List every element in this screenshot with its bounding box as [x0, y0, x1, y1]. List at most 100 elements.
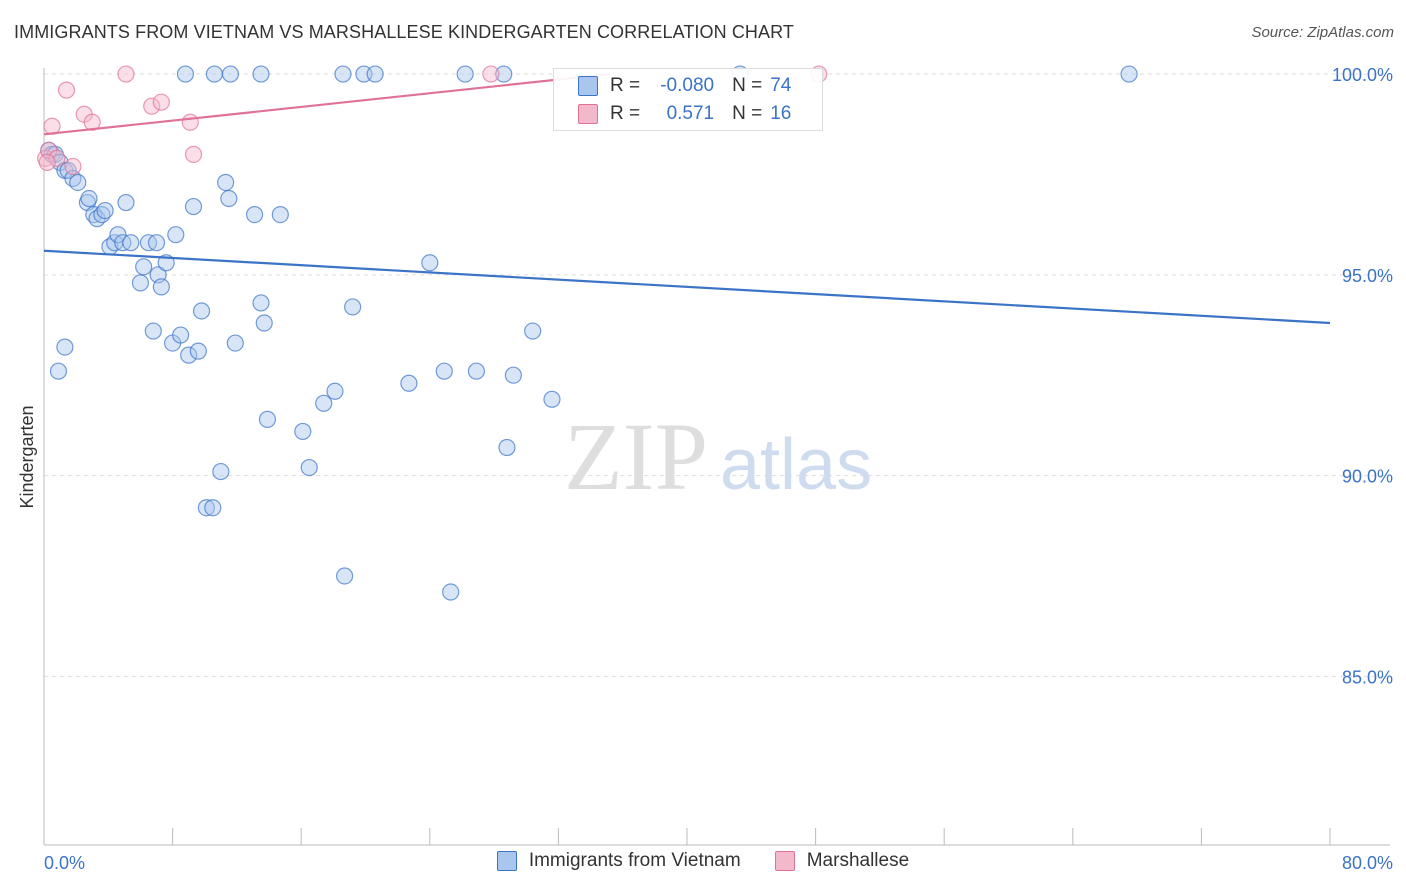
- point-vietnam: [524, 322, 542, 340]
- point-vietnam: [258, 410, 277, 428]
- stats-row-marshallese: R = 0.571 N = 16: [578, 99, 791, 129]
- point-vietnam: [176, 65, 195, 83]
- point-vietnam: [326, 382, 344, 400]
- point-vietnam: [152, 278, 170, 296]
- y-axis-label: Kindergarten: [17, 405, 37, 508]
- point-vietnam: [300, 458, 318, 477]
- legend-swatch-vietnam: [496, 851, 517, 871]
- point-vietnam: [117, 193, 135, 212]
- point-marshallese: [38, 153, 56, 171]
- point-vietnam: [96, 201, 114, 220]
- legend-item-marshallese[interactable]: Marshallese: [774, 850, 910, 872]
- source-label: Source: ZipAtlas.com: [1251, 24, 1394, 41]
- watermark-zip: ZIP: [564, 403, 708, 510]
- point-marshallese: [143, 97, 161, 115]
- swatch-vietnam: [578, 76, 598, 96]
- r-value: -0.080: [660, 75, 715, 96]
- y-tick-label: 85.0%: [1342, 667, 1393, 687]
- point-marshallese: [48, 149, 66, 167]
- point-vietnam: [69, 173, 87, 192]
- point-vietnam: [495, 65, 513, 83]
- point-vietnam: [147, 234, 166, 252]
- n-label: N =: [732, 103, 763, 124]
- point-vietnam: [109, 226, 127, 244]
- y-tick-label: 95.0%: [1342, 266, 1393, 286]
- point-marshallese: [181, 113, 199, 131]
- point-vietnam: [144, 322, 162, 340]
- stats-legend: R = -0.080 N = 74 R = 0.571 N = 16: [553, 68, 823, 131]
- point-vietnam: [498, 438, 516, 457]
- r-label: R =: [610, 75, 641, 96]
- point-vietnam: [56, 338, 74, 356]
- point-vietnam: [294, 422, 312, 441]
- point-vietnam: [80, 189, 98, 208]
- point-vietnam: [135, 258, 153, 276]
- trend-line-marshallese: [43, 72, 610, 136]
- point-vietnam: [184, 197, 203, 216]
- point-vietnam: [435, 362, 453, 380]
- point-marshallese: [64, 157, 82, 176]
- point-vietnam: [204, 499, 222, 517]
- point-vietnam: [226, 334, 244, 352]
- point-vietnam: [131, 274, 150, 292]
- point-marshallese: [482, 65, 500, 83]
- point-marshallese: [117, 65, 135, 83]
- point-vietnam: [543, 390, 561, 408]
- trend-line-vietnam: [43, 249, 1331, 325]
- point-vietnam: [366, 65, 384, 83]
- point-vietnam: [192, 302, 211, 320]
- x-tick-label-min: 0.0%: [44, 853, 85, 873]
- r-label: R =: [610, 103, 641, 124]
- legend-item-vietnam[interactable]: Immigrants from Vietnam: [496, 850, 741, 872]
- point-marshallese: [57, 81, 76, 99]
- point-vietnam: [1120, 65, 1138, 83]
- point-vietnam: [255, 314, 273, 332]
- point-vietnam: [167, 226, 185, 244]
- point-marshallese: [152, 93, 170, 111]
- point-vietnam: [271, 205, 289, 224]
- x-tick-label-max: 80.0%: [1342, 853, 1393, 873]
- point-vietnam: [197, 499, 215, 517]
- point-vietnam: [221, 65, 240, 83]
- y-tick-label: 90.0%: [1342, 467, 1393, 487]
- point-vietnam: [122, 234, 140, 252]
- point-vietnam: [172, 326, 190, 344]
- legend-swatch-marshallese: [774, 851, 795, 871]
- point-vietnam: [336, 567, 354, 585]
- point-vietnam: [334, 65, 352, 83]
- watermark-atlas: atlas: [720, 425, 872, 505]
- point-vietnam: [252, 294, 270, 312]
- n-value: 74: [770, 75, 792, 96]
- point-vietnam: [49, 362, 68, 380]
- point-vietnam: [252, 65, 270, 83]
- r-value: 0.571: [666, 103, 715, 124]
- point-vietnam: [467, 362, 486, 380]
- stats-row-vietnam: R = -0.080 N = 74: [578, 71, 791, 101]
- point-vietnam: [421, 254, 439, 272]
- point-vietnam: [315, 394, 333, 412]
- point-vietnam: [180, 346, 198, 364]
- chart-title: IMMIGRANTS FROM VIETNAM VS MARSHALLESE K…: [14, 22, 795, 42]
- point-vietnam: [220, 189, 238, 208]
- point-vietnam: [400, 374, 418, 392]
- n-label: N =: [732, 75, 763, 96]
- axis-labels: 85.0% 90.0% 95.0% 100.0% 0.0% 80.0% Kindergart…: [17, 65, 1393, 873]
- legend-label-vietnam: Immigrants from Vietnam: [528, 850, 741, 871]
- point-vietnam: [189, 342, 207, 360]
- point-vietnam: [212, 462, 230, 481]
- watermark: ZIP atlas: [564, 403, 872, 510]
- data-points: [37, 65, 1138, 601]
- series-legend: Immigrants from Vietnam Marshallese: [0, 850, 1406, 872]
- swatch-marshallese: [578, 104, 598, 124]
- trend-lines: [43, 72, 1331, 325]
- n-value: 16: [770, 103, 792, 124]
- grid-lines: [44, 73, 1390, 677]
- point-vietnam: [205, 65, 223, 83]
- y-tick-label: 100.0%: [1332, 65, 1393, 85]
- point-vietnam: [217, 173, 235, 192]
- legend-label-marshallese: Marshallese: [806, 850, 910, 871]
- point-vietnam: [245, 205, 264, 224]
- point-vietnam: [504, 366, 522, 384]
- point-marshallese: [184, 145, 203, 163]
